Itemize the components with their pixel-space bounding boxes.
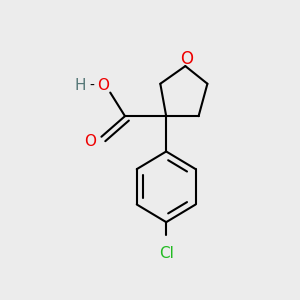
Text: O: O: [84, 134, 96, 149]
Text: O: O: [180, 50, 193, 68]
Text: -: -: [89, 79, 94, 93]
Text: Cl: Cl: [159, 246, 174, 261]
Text: O: O: [97, 78, 109, 93]
Text: H: H: [74, 78, 86, 93]
